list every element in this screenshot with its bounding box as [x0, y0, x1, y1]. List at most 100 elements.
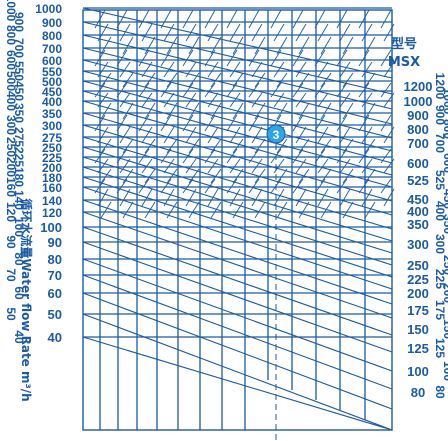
nomogram-slash [358, 114, 370, 132]
nomogram-slash [138, 178, 150, 194]
nomogram-slash [320, 168, 332, 184]
nomogram-diagonal [82, 47, 393, 125]
nomogram-slash [119, 23, 131, 42]
nomogram-diagonal [82, 90, 393, 176]
nomogram-slash [185, 61, 197, 78]
nomogram-slash [295, 188, 307, 207]
nomogram-slash [298, 168, 310, 184]
nomogram-slash [119, 126, 131, 144]
nomogram-slash [210, 138, 222, 154]
nomogram-slash [144, 201, 156, 219]
model-rotated-label: 900 [433, 105, 447, 125]
nomogram-slash [94, 9, 106, 29]
nomogram-slash [188, 102, 200, 120]
nomogram-slash [276, 36, 288, 55]
nomogram-slash [248, 9, 260, 29]
nomogram-slash [185, 158, 197, 174]
nomogram-slash [141, 92, 153, 108]
nomogram-slash [248, 114, 260, 132]
nomogram-slash [97, 158, 109, 174]
nomogram-slash [100, 138, 112, 154]
nomogram-slash [254, 138, 266, 154]
nomogram-slash [122, 138, 134, 154]
nomogram-slash [342, 72, 354, 88]
nomogram-slash [232, 168, 244, 184]
nomogram-slash [226, 114, 238, 132]
nomogram-slash [383, 23, 395, 42]
nomogram-slash [254, 168, 266, 184]
nomogram-slash [232, 138, 244, 154]
nomogram-slash [380, 148, 392, 164]
nomogram-slash [207, 188, 219, 207]
model-tick-label: 200 [407, 286, 429, 301]
nomogram-diagonal [82, 199, 393, 305]
nomogram-slash [320, 36, 332, 55]
nomogram-slash [160, 82, 172, 98]
nomogram-slash [364, 138, 376, 154]
model-rotated-label: 1000 [441, 88, 448, 115]
nomogram-slash [276, 102, 288, 120]
nomogram-slash [339, 61, 351, 78]
nomogram-slash [97, 126, 109, 144]
nomogram-slash [276, 201, 288, 219]
nomogram-slash [116, 9, 128, 29]
nomogram-slash [182, 148, 194, 164]
nomogram-diagonal [82, 176, 393, 278]
model-rotated-label: 800 [441, 119, 448, 139]
nomogram-slash [166, 72, 178, 88]
nomogram-slash [342, 168, 354, 184]
model-rotated-label: 450 [441, 189, 448, 209]
nomogram-slash [292, 148, 304, 164]
flow-rotated-label: 550 [12, 61, 26, 81]
flow-rotated-label: 90 [4, 235, 18, 249]
nomogram-slash [210, 72, 222, 88]
model-rotated-label: 250 [441, 255, 448, 275]
flow-tick-label: 700 [42, 42, 62, 56]
model-rotated-label: 525 [433, 170, 447, 190]
nomogram-slash [210, 168, 222, 184]
nomogram-slash [317, 92, 329, 108]
nomogram-slash [358, 9, 370, 29]
nomogram-slash [100, 168, 112, 184]
nomogram-slash [292, 9, 304, 29]
model-tick-label: 525 [407, 173, 429, 188]
nomogram-slash [226, 49, 238, 67]
nomogram-slash [336, 9, 348, 29]
nomogram-slash [298, 102, 310, 120]
model-rotated-label: 1200 [433, 73, 447, 100]
nomogram-slash [182, 114, 194, 132]
nomogram-slash [273, 61, 285, 78]
flow-tick-label: 275 [42, 131, 62, 145]
nomogram-slash [342, 201, 354, 219]
model-tick-label: 350 [407, 217, 429, 232]
nomogram-grid [82, 7, 393, 431]
flow-rotated-label: 500 [4, 71, 18, 91]
nomogram-slash [342, 36, 354, 55]
flow-tick-label: 70 [48, 268, 62, 283]
flow-rotated-label: 100 [12, 217, 26, 237]
nomogram-slash [298, 201, 310, 219]
nomogram-slash [292, 178, 304, 194]
model-tick-label: 150 [407, 322, 429, 337]
flow-rotated-label: 60 [12, 286, 26, 300]
nomogram-slash [122, 168, 134, 184]
flow-tick-label: 900 [42, 16, 62, 30]
flow-rotated-label: 1000 [4, 0, 18, 22]
nomogram-slash [273, 92, 285, 108]
flow-tick-label: 120 [42, 206, 62, 220]
nomogram-slash [207, 92, 219, 108]
model-tick-label: 700 [407, 136, 429, 151]
nomogram-slash [320, 138, 332, 154]
nomogram-slash [116, 178, 128, 194]
nomogram-diagonal [82, 34, 393, 110]
flow-rotated-label: 250 [4, 137, 18, 157]
nomogram-slash [166, 36, 178, 55]
nomogram-slash [119, 158, 131, 174]
flow-rotated-label: 200 [4, 157, 18, 177]
flow-rotated-label: 900 [12, 12, 26, 32]
flow-tick-label: 100 [40, 220, 62, 235]
model-tick-label: 800 [407, 122, 429, 137]
flow-tick-label: 550 [42, 65, 62, 79]
nomogram-slash [336, 114, 348, 132]
nomogram-slash [314, 114, 326, 132]
